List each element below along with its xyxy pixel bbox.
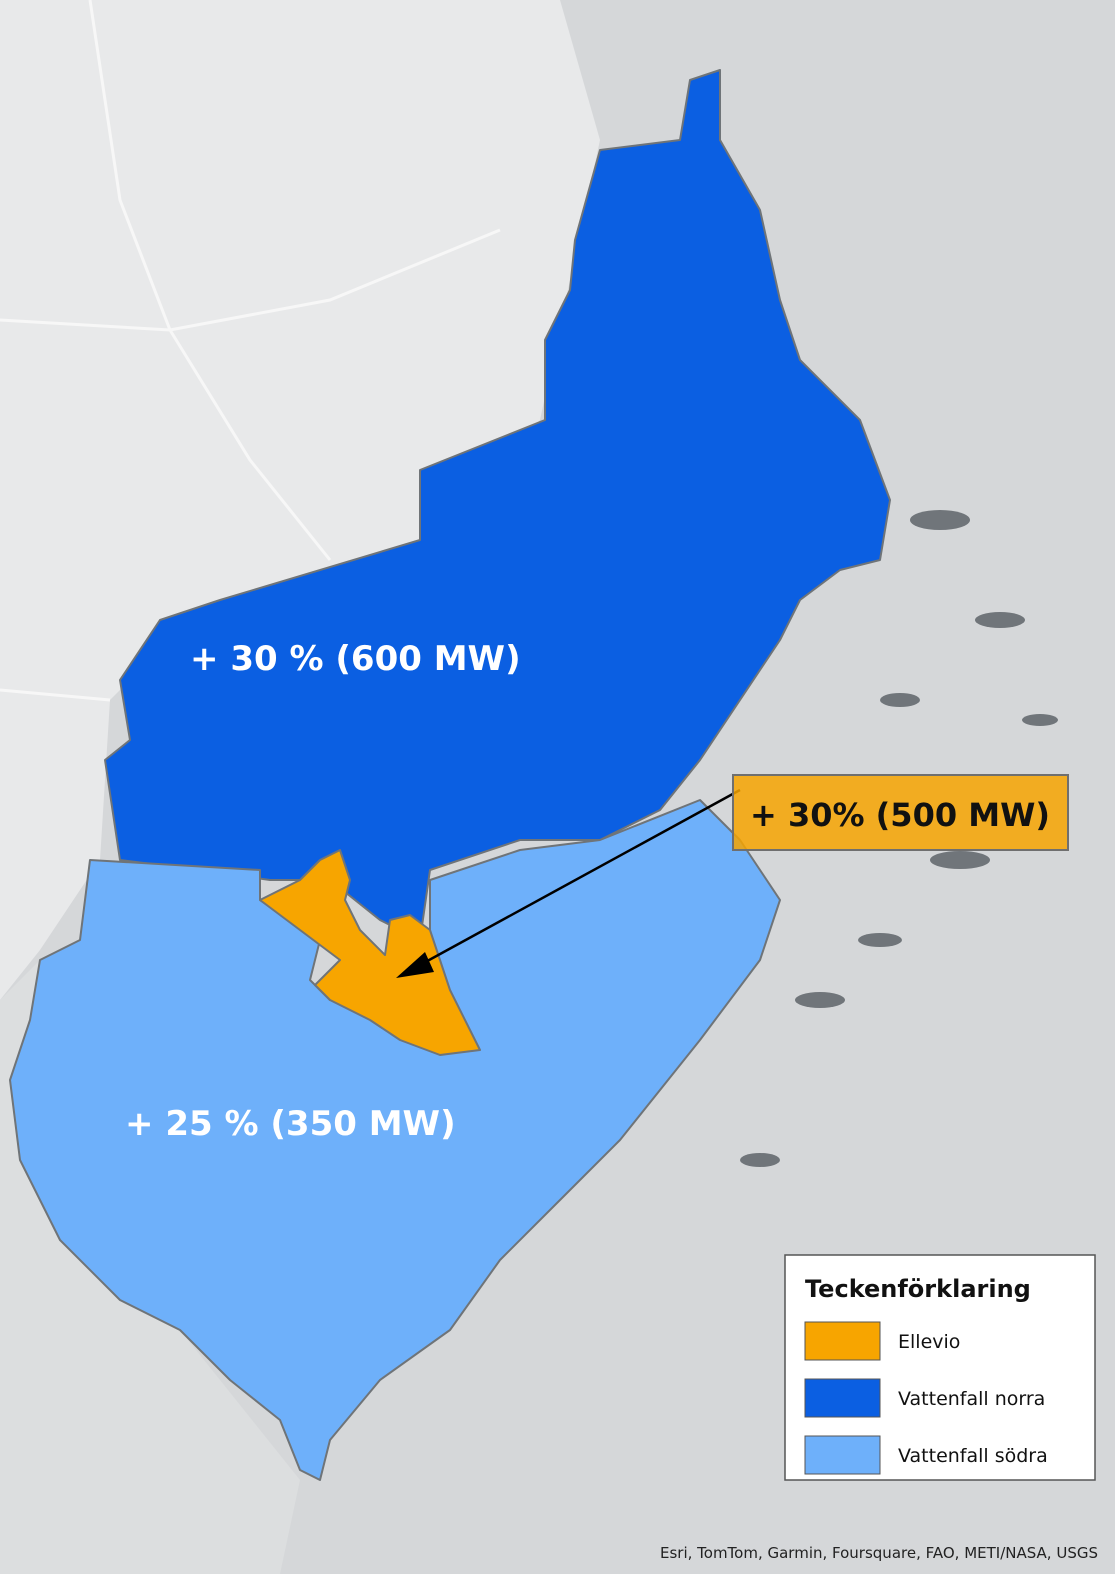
legend-swatch <box>805 1322 880 1360</box>
attribution: Esri, TomTom, Garmin, Foursquare, FAO, M… <box>660 1544 1098 1562</box>
legend-label: Vattenfall södra <box>898 1445 1048 1467</box>
legend-label: Vattenfall norra <box>898 1388 1045 1410</box>
map: + 30 % (600 MW) + 25 % (350 MW) + 30% (5… <box>0 0 1115 1574</box>
legend-title: Teckenförklaring <box>805 1275 1031 1303</box>
callout-label: + 30% (500 MW) <box>750 796 1050 834</box>
region-label: + 25 % (350 MW) <box>125 1104 456 1144</box>
region-label: + 30 % (600 MW) <box>190 639 521 679</box>
legend-swatch <box>805 1436 880 1474</box>
legend-label: Ellevio <box>898 1331 960 1353</box>
page: {"labels": {"north": "+ 30 % (600 MW)", … <box>0 0 1115 1574</box>
legend-swatch <box>805 1379 880 1417</box>
